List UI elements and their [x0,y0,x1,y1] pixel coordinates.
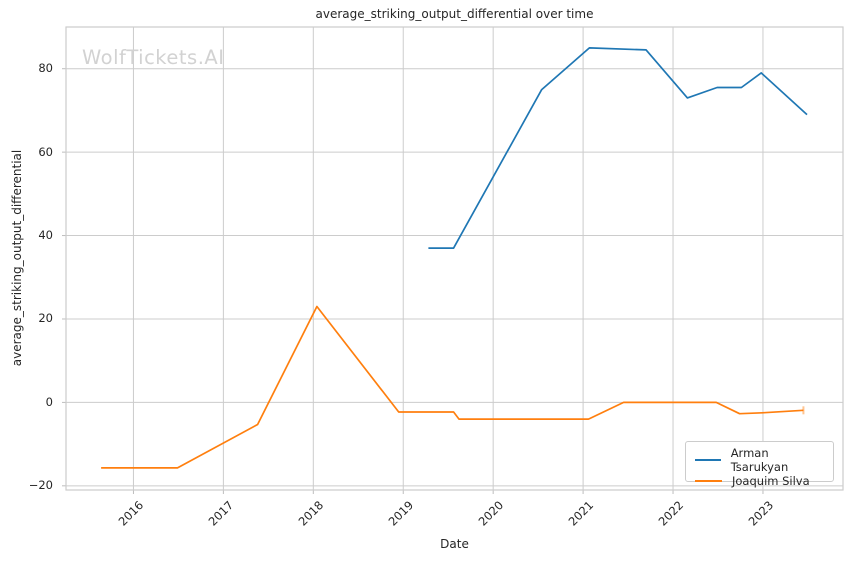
legend-label: Arman Tsarukyan [730,446,789,474]
series-line-arman-tsarukyan [428,47,808,249]
series-line-joaquim-silva [101,305,804,469]
plot-frame [65,26,844,491]
y-tick-label: 60 [38,144,53,159]
legend-item-joaquim-silva: Joaquim Silva [695,474,825,488]
y-tick-label: −20 [28,478,53,493]
legend-label: Joaquim Silva [732,474,810,488]
legend-line-swatch-orange [695,480,722,482]
y-tick-label: 20 [38,311,53,326]
legend-item-arman-tsarukyan: Arman Tsarukyan [695,446,825,474]
legend-line-swatch-blue [695,459,721,461]
x-axis-label: Date [440,537,469,551]
y-tick-label: 0 [45,394,53,409]
watermark: WolfTickets.AI [82,46,225,69]
y-tick-label: 40 [38,228,53,243]
chart-title: average_striking_output_differential ove… [315,7,594,21]
y-tick-label: 80 [38,61,53,76]
y-axis-label: average_striking_output_differential [10,149,24,367]
legend: Arman Tsarukyan Joaquim Silva [685,441,834,488]
